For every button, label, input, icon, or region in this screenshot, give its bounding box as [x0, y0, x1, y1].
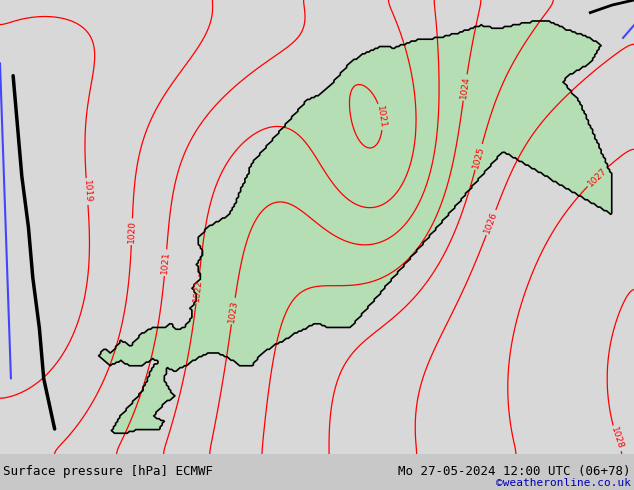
- Text: 1023: 1023: [227, 299, 240, 323]
- Text: Surface pressure [hPa] ECMWF: Surface pressure [hPa] ECMWF: [3, 465, 213, 478]
- Text: 1021: 1021: [375, 105, 387, 129]
- Text: Mo 27-05-2024 12:00 UTC (06+78): Mo 27-05-2024 12:00 UTC (06+78): [398, 465, 631, 478]
- Text: 1028: 1028: [609, 426, 625, 451]
- Text: 1027: 1027: [586, 166, 609, 188]
- Text: 1020: 1020: [127, 220, 137, 244]
- Text: 1022: 1022: [192, 278, 204, 302]
- Text: 1019: 1019: [82, 180, 93, 203]
- Text: 1026: 1026: [482, 210, 500, 235]
- Text: 1025: 1025: [471, 145, 486, 169]
- Text: ©weatheronline.co.uk: ©weatheronline.co.uk: [496, 478, 631, 488]
- Text: 1021: 1021: [160, 251, 171, 274]
- Text: 1024: 1024: [459, 75, 471, 99]
